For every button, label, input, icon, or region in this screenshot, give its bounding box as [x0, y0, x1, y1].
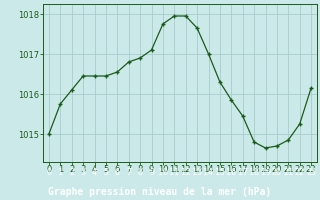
Text: 7: 7: [126, 168, 131, 177]
Text: 2: 2: [69, 168, 74, 177]
Text: 20: 20: [272, 168, 282, 177]
Text: 5: 5: [103, 168, 108, 177]
Text: 15: 15: [215, 168, 225, 177]
Text: 0: 0: [46, 168, 52, 177]
Text: 14: 14: [204, 168, 213, 177]
Text: 13: 13: [192, 168, 202, 177]
Text: 23: 23: [306, 168, 316, 177]
Text: 21: 21: [283, 168, 293, 177]
Text: 10: 10: [158, 168, 168, 177]
Text: Graphe pression niveau de la mer (hPa): Graphe pression niveau de la mer (hPa): [48, 187, 272, 197]
Text: 6: 6: [115, 168, 120, 177]
Text: 4: 4: [92, 168, 97, 177]
Text: 11: 11: [169, 168, 179, 177]
Text: 9: 9: [149, 168, 154, 177]
Text: 1: 1: [58, 168, 63, 177]
Text: 12: 12: [181, 168, 191, 177]
Text: 3: 3: [81, 168, 86, 177]
Text: 17: 17: [238, 168, 248, 177]
Text: 22: 22: [295, 168, 305, 177]
Text: 8: 8: [138, 168, 143, 177]
Text: 19: 19: [260, 168, 270, 177]
Text: 18: 18: [249, 168, 259, 177]
Text: 16: 16: [226, 168, 236, 177]
